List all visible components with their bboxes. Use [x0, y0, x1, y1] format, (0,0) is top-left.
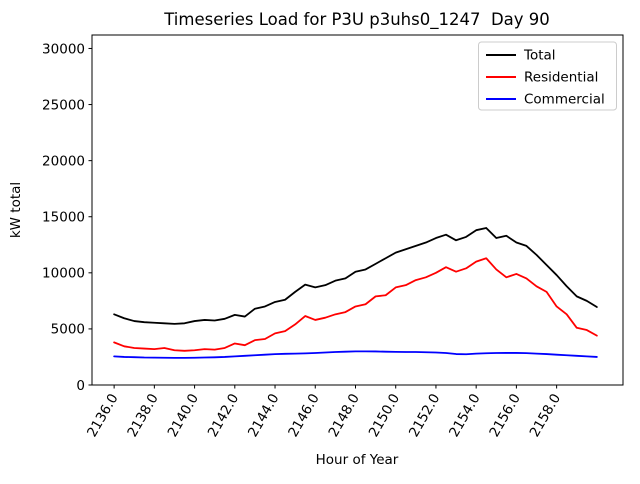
series-lines [113, 227, 598, 359]
x-axis-label: Hour of Year [316, 452, 399, 468]
legend: Total Residential Commercial [478, 41, 617, 111]
x-tick-label: 2150.0 [366, 391, 403, 440]
x-tick-label: 2148.0 [325, 391, 362, 440]
legend-label-residential: Residential [524, 70, 598, 86]
y-tick-label: 10000 [42, 266, 85, 282]
commercial-line [113, 350, 598, 359]
y-axis-label: kW total [8, 182, 24, 238]
legend-label-commercial: Commercial [524, 92, 605, 108]
legend-label-total: Total [523, 48, 556, 64]
x-tick-label: 2152.0 [406, 391, 443, 440]
x-axis-ticks: 2136.0 2138.0 2140.0 2142.0 2144.0 2146.0 2148… [84, 385, 564, 440]
x-tick-label: 2156.0 [486, 391, 523, 440]
plot-area-border [91, 34, 624, 386]
chart-title: Timeseries Load for P3U p3uhs0_1247 Day … [163, 10, 550, 30]
y-tick-label: 15000 [42, 210, 85, 226]
x-tick-label: 2142.0 [205, 391, 242, 440]
x-tick-label: 2136.0 [84, 391, 121, 440]
residential-line [113, 257, 598, 352]
x-tick-label: 2146.0 [285, 391, 322, 440]
x-tick-label: 2154.0 [446, 391, 483, 440]
y-tick-label: 20000 [42, 153, 85, 169]
x-tick-label: 2144.0 [245, 391, 282, 440]
x-tick-label: 2158.0 [527, 391, 564, 440]
legend-box [478, 41, 617, 111]
x-tick-label: 2140.0 [165, 391, 202, 440]
y-tick-label: 5000 [51, 322, 85, 338]
y-axis-ticks: 0 5000 10000 15000 20000 25000 30000 [42, 41, 92, 394]
y-tick-label: 0 [76, 378, 85, 394]
total-line [113, 227, 598, 325]
x-tick-label: 2138.0 [124, 391, 161, 440]
y-tick-label: 30000 [42, 41, 85, 57]
y-tick-label: 25000 [42, 97, 85, 113]
